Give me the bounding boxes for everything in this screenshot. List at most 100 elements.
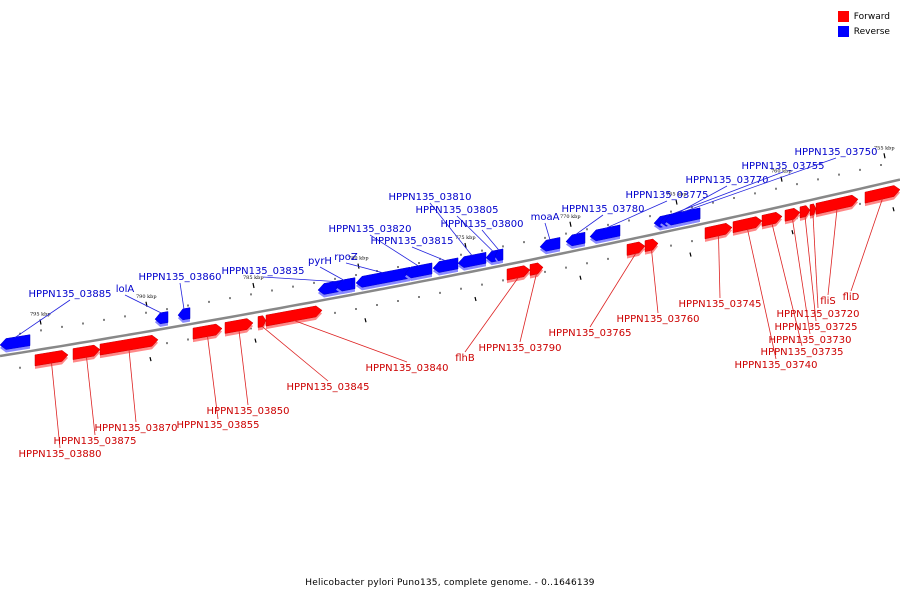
- gene-arrow-HPPN135_03725[interactable]: [799, 205, 811, 221]
- gene-arrow-HPPN135_03740[interactable]: [732, 216, 763, 236]
- gene-body: [529, 262, 544, 276]
- gene-label[interactable]: HPPN135_03860: [139, 272, 222, 283]
- gene-label[interactable]: HPPN135_03780: [562, 204, 645, 215]
- scale-label: 790 kbp: [136, 294, 157, 300]
- gene-body: [265, 305, 323, 327]
- gene-arrow-HPPN135_03875[interactable]: [72, 344, 101, 363]
- gene-label[interactable]: HPPN135_03735: [761, 347, 844, 358]
- gene-arrow-HPPN135_03870[interactable]: [99, 334, 159, 359]
- gene-label[interactable]: HPPN135_03820: [329, 224, 412, 235]
- gene-arrow-moaA[interactable]: [539, 237, 561, 255]
- gene-label[interactable]: HPPN135_03855: [177, 420, 260, 431]
- gene-body: [664, 207, 701, 226]
- scale-major-tick: [892, 207, 895, 212]
- gene-label[interactable]: HPPN135_03750: [795, 147, 878, 158]
- gene-arrow-HPPN135_03855[interactable]: [192, 323, 223, 343]
- gene-leader-line: [319, 266, 345, 281]
- gene-arrow-HPPN135_03850[interactable]: [224, 318, 254, 337]
- legend-forward-label: Forward: [853, 11, 890, 22]
- legend-forward-swatch: [837, 11, 849, 22]
- gene-arrow-HPPN135_03730[interactable]: [784, 207, 801, 225]
- gene-label[interactable]: HPPN135_03720: [777, 309, 860, 320]
- gene-arrow-HPPN135_03780[interactable]: [565, 231, 586, 249]
- gene-body: [154, 311, 169, 325]
- gene-body: [626, 241, 646, 256]
- gene-label[interactable]: fliD: [843, 292, 860, 303]
- gene-label[interactable]: HPPN135_03745: [679, 299, 762, 310]
- gene-label[interactable]: HPPN135_03765: [549, 328, 632, 339]
- gene-label[interactable]: HPPN135_03885: [29, 289, 112, 300]
- gene-arrow-HPPN135_03745[interactable]: [704, 222, 733, 242]
- gene-arrow-lolA[interactable]: [154, 311, 169, 327]
- gene-label[interactable]: HPPN135_03850: [207, 406, 290, 417]
- legend-reverse: Reverse: [837, 24, 890, 39]
- scale-label: 760 kbp: [771, 169, 792, 175]
- gene-arrow-HPPN135_03800[interactable]: [494, 248, 504, 264]
- gene-label[interactable]: HPPN135_03810: [389, 192, 472, 203]
- gene-label[interactable]: HPPN135_03775: [626, 190, 709, 201]
- gene-arrow-HPPN135_03735[interactable]: [761, 211, 783, 230]
- gene-arrow-HPPN135_03790[interactable]: [529, 262, 544, 279]
- gene-arrow-HPPN135_03840[interactable]: [265, 305, 323, 330]
- gene-arrow-fliD[interactable]: [864, 185, 900, 207]
- gene-body: [565, 231, 586, 247]
- gene-label[interactable]: HPPN135_03875: [54, 436, 137, 447]
- scale-label: 795 kbp: [30, 312, 51, 318]
- gene-arrow-HPPN135_03885[interactable]: [0, 334, 31, 353]
- gene-label[interactable]: HPPN135_03800: [441, 219, 524, 230]
- gene-arrow-HPPN135_03775[interactable]: [589, 224, 621, 244]
- gene-arrow-pyrH[interactable]: [335, 277, 353, 295]
- gene-label[interactable]: HPPN135_03880: [19, 449, 102, 460]
- gene-arrow-fliS[interactable]: [815, 194, 859, 218]
- gene-label[interactable]: HPPN135_03840: [366, 363, 449, 374]
- gene-label[interactable]: lolA: [116, 284, 135, 295]
- gene-arrow-flhB[interactable]: [506, 265, 531, 284]
- gene-arrow-HPPN135_03765[interactable]: [626, 241, 646, 259]
- gene-label[interactable]: HPPN135_03755: [742, 161, 825, 172]
- gene-label[interactable]: rpoZ: [334, 252, 358, 263]
- gene-arrow-HPPN135_03750[interactable]: [664, 207, 701, 229]
- gene-body: [494, 248, 504, 262]
- gene-arrow-HPPN135_03845[interactable]: [257, 315, 267, 331]
- gene-label[interactable]: HPPN135_03805: [416, 205, 499, 216]
- gene-leader-line: [124, 294, 162, 314]
- gene-arrow-HPPN135_03880[interactable]: [34, 350, 69, 369]
- gene-label[interactable]: HPPN135_03725: [775, 322, 858, 333]
- genome-backbone: [0, 178, 900, 358]
- gene-label[interactable]: HPPN135_03870: [95, 423, 178, 434]
- scale-label: 780 kbp: [348, 256, 369, 262]
- gene-leader-line: [771, 223, 803, 347]
- gene-leader-line: [456, 215, 494, 252]
- gene-body: [732, 216, 763, 234]
- gene-label[interactable]: pyrH: [308, 256, 332, 267]
- gene-arrow-HPPN135_03815[interactable]: [432, 257, 459, 276]
- scale-major-tick: [252, 282, 255, 289]
- gene-arrow-HPPN135_03820[interactable]: [404, 262, 433, 281]
- gene-arrow-rpoZ[interactable]: [355, 266, 411, 291]
- gene-leader-line: [604, 200, 668, 229]
- gene-body: [0, 334, 31, 350]
- gene-arrow-HPPN135_03760[interactable]: [644, 238, 659, 255]
- gene-label[interactable]: fliS: [820, 296, 835, 307]
- gene-label[interactable]: HPPN135_03790: [479, 343, 562, 354]
- gene-label[interactable]: HPPN135_03835: [222, 266, 305, 277]
- scale-major-tick: [791, 230, 794, 235]
- gene-label[interactable]: HPPN135_03730: [769, 335, 852, 346]
- gene-body: [784, 207, 801, 222]
- gene-body: [809, 203, 817, 216]
- gene-leader-line: [14, 299, 71, 338]
- gene-label[interactable]: moaA: [531, 212, 560, 223]
- gene-leader-line: [651, 249, 659, 314]
- gene-label[interactable]: HPPN135_03845: [287, 382, 370, 393]
- gene-leader-line: [464, 277, 519, 353]
- gene-arrow-HPPN135_03860[interactable]: [177, 307, 191, 323]
- gene-label[interactable]: HPPN135_03815: [371, 236, 454, 247]
- gene-label[interactable]: flhB: [455, 353, 475, 364]
- gene-body: [799, 205, 811, 219]
- gene-label[interactable]: HPPN135_03770: [686, 175, 769, 186]
- gene-label[interactable]: HPPN135_03760: [617, 314, 700, 325]
- gene-leader-line: [411, 246, 446, 262]
- gene-arrow-HPPN135_03720[interactable]: [809, 203, 817, 219]
- gene-label[interactable]: HPPN135_03740: [735, 360, 818, 371]
- gene-leader-line: [682, 157, 837, 213]
